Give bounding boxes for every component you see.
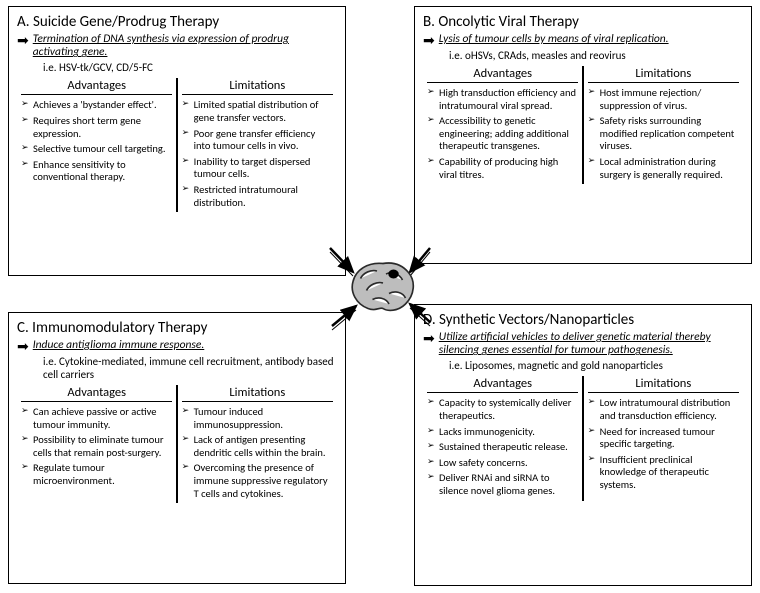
panel-b-subtitle-row: ➡ Lysis of tumour cells by means of vira…: [423, 33, 743, 47]
arrow-right-icon: ➡: [17, 340, 29, 354]
list-item: Limited spatial distribution of gene tra…: [182, 99, 333, 124]
list-item: Achieves a 'bystander effect'.: [21, 99, 172, 112]
list-item: Low safety concerns.: [427, 457, 578, 470]
list-item: Inability to target dispersed tumour cel…: [182, 156, 333, 181]
panel-a-title: A. Suicide Gene/Prodrug Therapy: [17, 13, 337, 31]
panel-d-subtitle: Utilize artificial vehicles to deliver g…: [439, 331, 743, 357]
panel-b-columns: Advantages High transduction efficiency …: [423, 66, 743, 184]
panel-c: C. Immunomodulatory Therapy ➡ Induce ant…: [8, 312, 346, 584]
limitations-header: Limitations: [182, 78, 333, 95]
panel-a-example: i.e. HSV-tk/GCV, CD/5-FC: [43, 61, 337, 74]
list-item: Capability of producing high viral titre…: [427, 156, 578, 181]
panel-c-subtitle-row: ➡ Induce antiglioma immune response.: [17, 339, 337, 353]
limitations-header: Limitations: [588, 376, 739, 393]
list-item: Lacks immunogenicity.: [427, 426, 578, 439]
panel-b-advantages-list: High transduction efficiency and intratu…: [427, 87, 578, 181]
panel-b-advantages-col: Advantages High transduction efficiency …: [423, 66, 582, 184]
list-item: Accessibility to genetic engineering; ad…: [427, 115, 578, 153]
panel-b-limitations-col: Limitations Host immune rejection/ suppr…: [584, 66, 743, 184]
panel-c-columns: Advantages Can achieve passive or active…: [17, 385, 337, 503]
panel-b-limitations-list: Host immune rejection/ suppression of vi…: [588, 87, 739, 181]
list-item: Deliver RNAi and siRNA to silence novel …: [427, 472, 578, 497]
advantages-header: Advantages: [21, 78, 172, 95]
list-item: Local administration during surgery is g…: [588, 156, 739, 181]
panel-c-limitations-list: Tumour induced immunosuppression. Lack of…: [182, 406, 333, 500]
panel-d-columns: Advantages Capacity to systemically deli…: [423, 376, 743, 500]
brain-icon: [344, 256, 422, 316]
panel-d-subtitle-row: ➡ Utilize artificial vehicles to deliver…: [423, 331, 743, 357]
panel-d-advantages-list: Capacity to systemically deliver therape…: [427, 397, 578, 497]
list-item: High transduction efficiency and intratu…: [427, 87, 578, 112]
panel-b-subtitle: Lysis of tumour cells by means of viral …: [439, 33, 669, 46]
list-item: Sustained therapeutic release.: [427, 441, 578, 454]
advantages-header: Advantages: [21, 385, 172, 402]
list-item: Host immune rejection/ suppression of vi…: [588, 87, 739, 112]
panel-c-advantages-list: Can achieve passive or active tumour imm…: [21, 406, 172, 488]
panel-a-limitations-list: Limited spatial distribution of gene tra…: [182, 99, 333, 209]
arrow-right-icon: ➡: [17, 34, 29, 48]
list-item: Need for increased tumour specific targe…: [588, 426, 739, 451]
panel-a-advantages-list: Achieves a 'bystander effect'. Requires s…: [21, 99, 172, 184]
list-item: Selective tumour cell targeting.: [21, 143, 172, 156]
panel-a: A. Suicide Gene/Prodrug Therapy ➡ Termin…: [8, 6, 346, 276]
panel-d: D. Synthetic Vectors/Nanoparticles ➡ Uti…: [414, 304, 752, 586]
panel-c-subtitle: Induce antiglioma immune response.: [33, 339, 205, 352]
panel-a-subtitle: Termination of DNA synthesis via express…: [33, 33, 337, 59]
list-item: Poor gene transfer efficiency into tumou…: [182, 128, 333, 153]
list-item: Low intratumoural distribution and trans…: [588, 397, 739, 422]
list-item: Enhance sensitivity to conventional ther…: [21, 159, 172, 184]
list-item: Can achieve passive or active tumour imm…: [21, 406, 172, 431]
limitations-header: Limitations: [588, 66, 739, 83]
panel-c-advantages-col: Advantages Can achieve passive or active…: [17, 385, 176, 503]
panel-d-limitations-list: Low intratumoural distribution and trans…: [588, 397, 739, 491]
list-item: Tumour induced immunosuppression.: [182, 406, 333, 431]
panel-a-subtitle-row: ➡ Termination of DNA synthesis via expre…: [17, 33, 337, 59]
arrow-right-icon: ➡: [423, 332, 435, 346]
list-item: Restricted intratumoural distribution.: [182, 184, 333, 209]
panel-d-example: i.e. Liposomes, magnetic and gold nanopa…: [449, 359, 743, 372]
advantages-header: Advantages: [427, 376, 578, 393]
panel-d-title: D. Synthetic Vectors/Nanoparticles: [423, 311, 743, 329]
panel-c-limitations-col: Limitations Tumour induced immunosuppres…: [178, 385, 337, 503]
panel-c-example: i.e. Cytokine-mediated, immune cell recr…: [43, 355, 337, 381]
panel-b-title: B. Oncolytic Viral Therapy: [423, 13, 743, 31]
list-item: Requires short term gene expression.: [21, 115, 172, 140]
list-item: Regulate tumour microenvironment.: [21, 462, 172, 487]
panel-a-columns: Advantages Achieves a 'bystander effect'…: [17, 78, 337, 212]
list-item: Possibility to eliminate tumour cells th…: [21, 434, 172, 459]
list-item: Insufficient preclinical knowledge of th…: [588, 454, 739, 492]
panel-a-limitations-col: Limitations Limited spatial distribution…: [178, 78, 337, 212]
list-item: Capacity to systemically deliver therape…: [427, 397, 578, 422]
limitations-header: Limitations: [182, 385, 333, 402]
panel-c-title: C. Immunomodulatory Therapy: [17, 319, 337, 337]
list-item: Overcoming the presence of immune suppre…: [182, 462, 333, 500]
panel-b-example: i.e. oHSVs, CRAds, measles and reovirus: [449, 49, 743, 62]
list-item: Lack of antigen presenting dendritic cel…: [182, 434, 333, 459]
panel-d-limitations-col: Limitations Low intratumoural distributi…: [584, 376, 743, 500]
arrow-right-icon: ➡: [423, 34, 435, 48]
panel-b: B. Oncolytic Viral Therapy ➡ Lysis of tu…: [414, 6, 752, 264]
list-item: Safety risks surrounding modified replic…: [588, 115, 739, 153]
panel-a-advantages-col: Advantages Achieves a 'bystander effect'…: [17, 78, 176, 212]
advantages-header: Advantages: [427, 66, 578, 83]
panel-d-advantages-col: Advantages Capacity to systemically deli…: [423, 376, 582, 500]
